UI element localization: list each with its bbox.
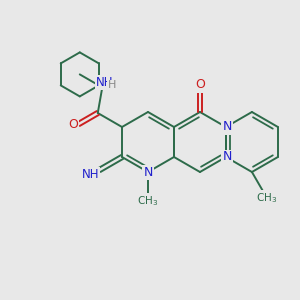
Text: O: O xyxy=(195,79,205,92)
Text: NH: NH xyxy=(82,167,99,181)
Text: NH: NH xyxy=(95,76,113,89)
Text: CH$_3$: CH$_3$ xyxy=(256,191,278,205)
Text: N: N xyxy=(222,151,232,164)
Text: NH: NH xyxy=(82,167,99,181)
Text: NH: NH xyxy=(95,76,113,89)
Text: O: O xyxy=(195,79,205,92)
Text: N: N xyxy=(143,166,153,178)
Text: H: H xyxy=(108,80,116,90)
Text: N: N xyxy=(222,121,232,134)
Text: O: O xyxy=(68,118,78,130)
Text: CH$_3$: CH$_3$ xyxy=(137,194,159,208)
Text: O: O xyxy=(68,118,78,130)
